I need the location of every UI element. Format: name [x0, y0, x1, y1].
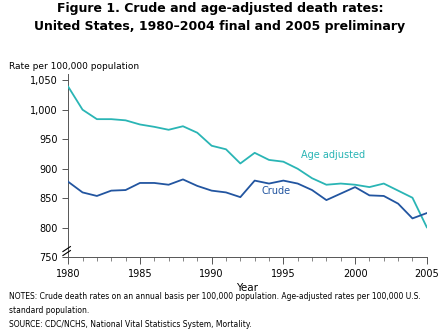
Text: SOURCE: CDC/NCHS, National Vital Statistics System, Mortality.: SOURCE: CDC/NCHS, National Vital Statist… — [9, 320, 251, 329]
Text: Rate per 100,000 population: Rate per 100,000 population — [9, 62, 139, 71]
Text: Age adjusted: Age adjusted — [301, 149, 365, 160]
Text: United States, 1980–2004 final and 2005 preliminary: United States, 1980–2004 final and 2005 … — [34, 20, 406, 33]
Text: NOTES: Crude death rates on an annual basis per 100,000 population. Age-adjusted: NOTES: Crude death rates on an annual ba… — [9, 292, 421, 301]
X-axis label: Year: Year — [237, 283, 259, 293]
Text: Figure 1. Crude and age-adjusted death rates:: Figure 1. Crude and age-adjusted death r… — [57, 2, 383, 15]
Text: standard population.: standard population. — [9, 306, 89, 315]
Text: Crude: Crude — [262, 186, 291, 196]
